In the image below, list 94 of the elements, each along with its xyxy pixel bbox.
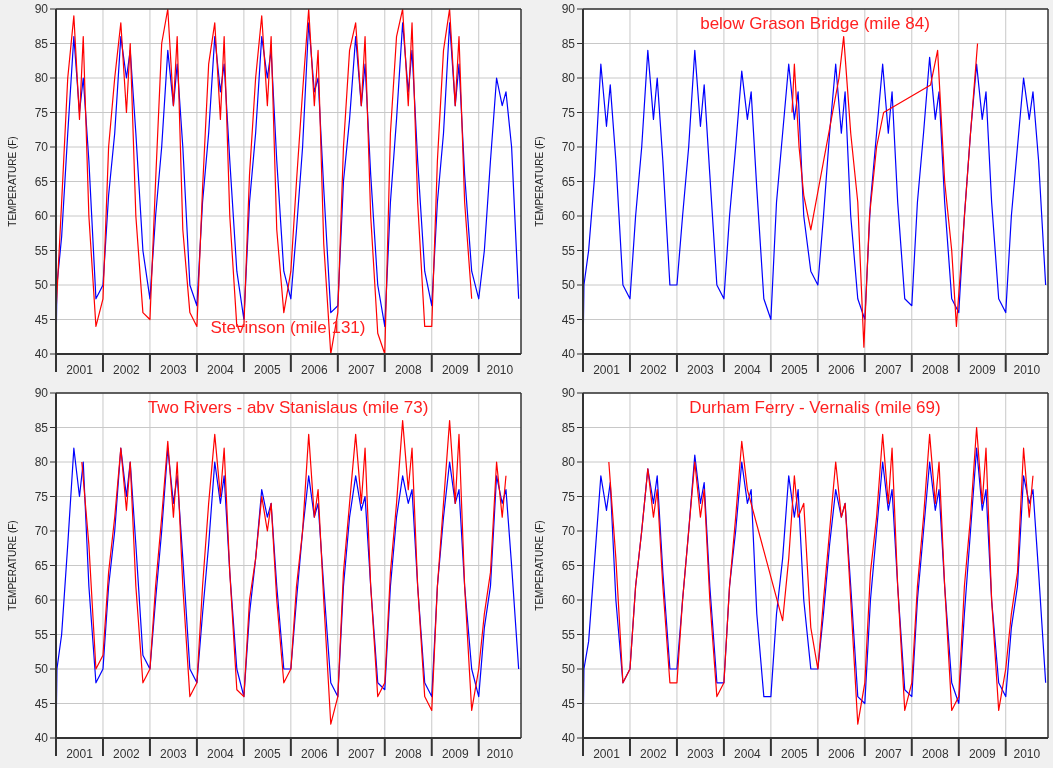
y-tick-label: 90 bbox=[561, 2, 576, 17]
y-tick-label: 90 bbox=[34, 386, 49, 401]
x-tick-label: 2009 bbox=[968, 363, 996, 377]
y-tick-label: 80 bbox=[561, 455, 576, 470]
x-tick-label: 2007 bbox=[874, 747, 902, 761]
x-tick-label: 2004 bbox=[207, 363, 235, 377]
y-tick-label: 80 bbox=[34, 71, 49, 86]
y-tick-label: 80 bbox=[561, 71, 576, 86]
y-tick-label: 40 bbox=[34, 347, 49, 362]
x-tick-label: 2004 bbox=[207, 747, 235, 761]
chart-title: Two Rivers - abv Stanislaus (mile 73) bbox=[146, 398, 430, 418]
y-tick-label: 65 bbox=[561, 558, 576, 573]
y-tick-label: 65 bbox=[34, 174, 49, 189]
y-tick-label: 60 bbox=[561, 209, 576, 224]
x-tick-label: 2010 bbox=[1013, 747, 1041, 761]
x-tick-label: 2007 bbox=[347, 363, 375, 377]
y-tick-label: 85 bbox=[561, 36, 576, 51]
x-tick-label: 2010 bbox=[486, 363, 514, 377]
x-tick-label: 2007 bbox=[874, 363, 902, 377]
y-tick-label: 60 bbox=[561, 593, 576, 608]
x-tick-label: 2001 bbox=[593, 363, 621, 377]
y-tick-label: 45 bbox=[561, 696, 576, 711]
y-tick-label: 50 bbox=[34, 278, 49, 293]
y-tick-label: 50 bbox=[561, 662, 576, 677]
y-tick-label: 65 bbox=[34, 558, 49, 573]
y-tick-label: 40 bbox=[34, 731, 49, 746]
x-tick-label: 2001 bbox=[66, 747, 94, 761]
y-tick-label: 70 bbox=[561, 140, 576, 155]
x-tick-label: 2008 bbox=[921, 747, 949, 761]
y-axis-title: TEMPERATURE (F) bbox=[533, 136, 545, 227]
y-tick-label: 90 bbox=[561, 386, 576, 401]
y-tick-label: 90 bbox=[34, 2, 49, 17]
x-tick-label: 2009 bbox=[441, 747, 469, 761]
x-tick-label: 2001 bbox=[66, 363, 94, 377]
x-tick-label: 2004 bbox=[734, 363, 762, 377]
x-tick-label: 2003 bbox=[687, 363, 715, 377]
y-tick-label: 80 bbox=[34, 455, 49, 470]
y-tick-label: 75 bbox=[561, 489, 576, 504]
x-tick-label: 2006 bbox=[300, 747, 328, 761]
y-tick-label: 45 bbox=[34, 312, 49, 327]
x-tick-label: 2002 bbox=[640, 363, 668, 377]
y-tick-label: 85 bbox=[561, 420, 576, 435]
y-tick-label: 45 bbox=[561, 312, 576, 327]
y-tick-label: 85 bbox=[34, 420, 49, 435]
y-tick-label: 70 bbox=[34, 524, 49, 539]
y-axis-title: TEMPERATURE (F) bbox=[533, 520, 545, 611]
x-tick-label: 2002 bbox=[113, 363, 141, 377]
y-tick-label: 50 bbox=[34, 662, 49, 677]
x-tick-label: 2003 bbox=[687, 747, 715, 761]
x-tick-label: 2010 bbox=[1013, 363, 1041, 377]
y-tick-label: 40 bbox=[561, 347, 576, 362]
y-tick-label: 55 bbox=[561, 627, 576, 642]
x-tick-label: 2005 bbox=[781, 363, 809, 377]
line-series bbox=[791, 36, 979, 348]
x-tick-label: 2006 bbox=[827, 747, 855, 761]
y-tick-label: 75 bbox=[561, 105, 576, 120]
y-tick-label: 75 bbox=[34, 105, 49, 120]
y-tick-label: 55 bbox=[34, 243, 49, 258]
x-tick-label: 2009 bbox=[441, 363, 469, 377]
line-series bbox=[608, 426, 1034, 725]
x-tick-label: 2002 bbox=[113, 747, 141, 761]
x-tick-label: 2009 bbox=[968, 747, 996, 761]
y-tick-label: 55 bbox=[34, 627, 49, 642]
x-tick-label: 2008 bbox=[921, 363, 949, 377]
y-axis-title: TEMPERATURE (F) bbox=[6, 520, 18, 611]
y-tick-label: 50 bbox=[561, 278, 576, 293]
y-tick-label: 40 bbox=[561, 731, 576, 746]
y-tick-label: 70 bbox=[34, 140, 49, 155]
x-tick-label: 2003 bbox=[160, 747, 188, 761]
x-tick-label: 2004 bbox=[734, 747, 762, 761]
x-tick-label: 2002 bbox=[640, 747, 668, 761]
x-tick-label: 2010 bbox=[486, 747, 514, 761]
x-tick-label: 2008 bbox=[394, 363, 422, 377]
line-series bbox=[81, 420, 507, 725]
y-axis-title: TEMPERATURE (F) bbox=[6, 136, 18, 227]
x-tick-label: 2006 bbox=[827, 363, 855, 377]
y-tick-label: 60 bbox=[34, 593, 49, 608]
x-tick-label: 2005 bbox=[254, 747, 282, 761]
x-tick-label: 2005 bbox=[254, 363, 282, 377]
y-tick-label: 65 bbox=[561, 174, 576, 189]
y-tick-label: 85 bbox=[34, 36, 49, 51]
x-tick-label: 2006 bbox=[300, 363, 328, 377]
x-tick-label: 2005 bbox=[781, 747, 809, 761]
x-tick-label: 2001 bbox=[593, 747, 621, 761]
chart-title: below Grason Bridge (mile 84) bbox=[699, 14, 931, 34]
x-tick-label: 2003 bbox=[160, 363, 188, 377]
x-tick-label: 2007 bbox=[347, 747, 375, 761]
y-tick-label: 45 bbox=[34, 696, 49, 711]
y-tick-label: 55 bbox=[561, 243, 576, 258]
y-tick-label: 60 bbox=[34, 209, 49, 224]
chart-title: Durham Ferry - Vernalis (mile 69) bbox=[688, 398, 942, 418]
x-tick-label: 2008 bbox=[394, 747, 422, 761]
y-tick-label: 75 bbox=[34, 489, 49, 504]
y-tick-label: 70 bbox=[561, 524, 576, 539]
